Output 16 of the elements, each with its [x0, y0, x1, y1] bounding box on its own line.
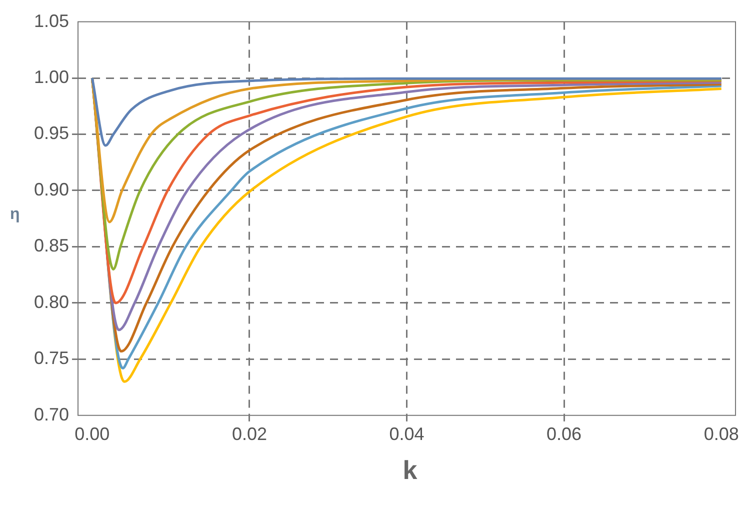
y-axis-title: η	[10, 206, 20, 224]
y-tick-label: 0.90	[34, 179, 69, 200]
y-tick-label: 0.70	[34, 404, 69, 424]
y-tick-label: 1.00	[34, 66, 69, 87]
line-series	[90, 76, 723, 147]
y-tick-label: 0.80	[34, 292, 69, 312]
y-tick-label: 1.05	[34, 10, 69, 31]
x-tick-label: 0.08	[704, 424, 739, 444]
x-tick-label: 0.02	[232, 424, 267, 444]
x-axis-title: k	[402, 455, 418, 486]
y-tick-label: 0.95	[34, 123, 69, 144]
x-tick-label: 0.00	[74, 424, 110, 444]
x-tick-label: 0.06	[546, 424, 582, 444]
y-tick-label: 0.75	[34, 348, 69, 368]
y-tick-label: 0.85	[34, 236, 69, 256]
x-tick-label: 0.04	[389, 424, 424, 444]
